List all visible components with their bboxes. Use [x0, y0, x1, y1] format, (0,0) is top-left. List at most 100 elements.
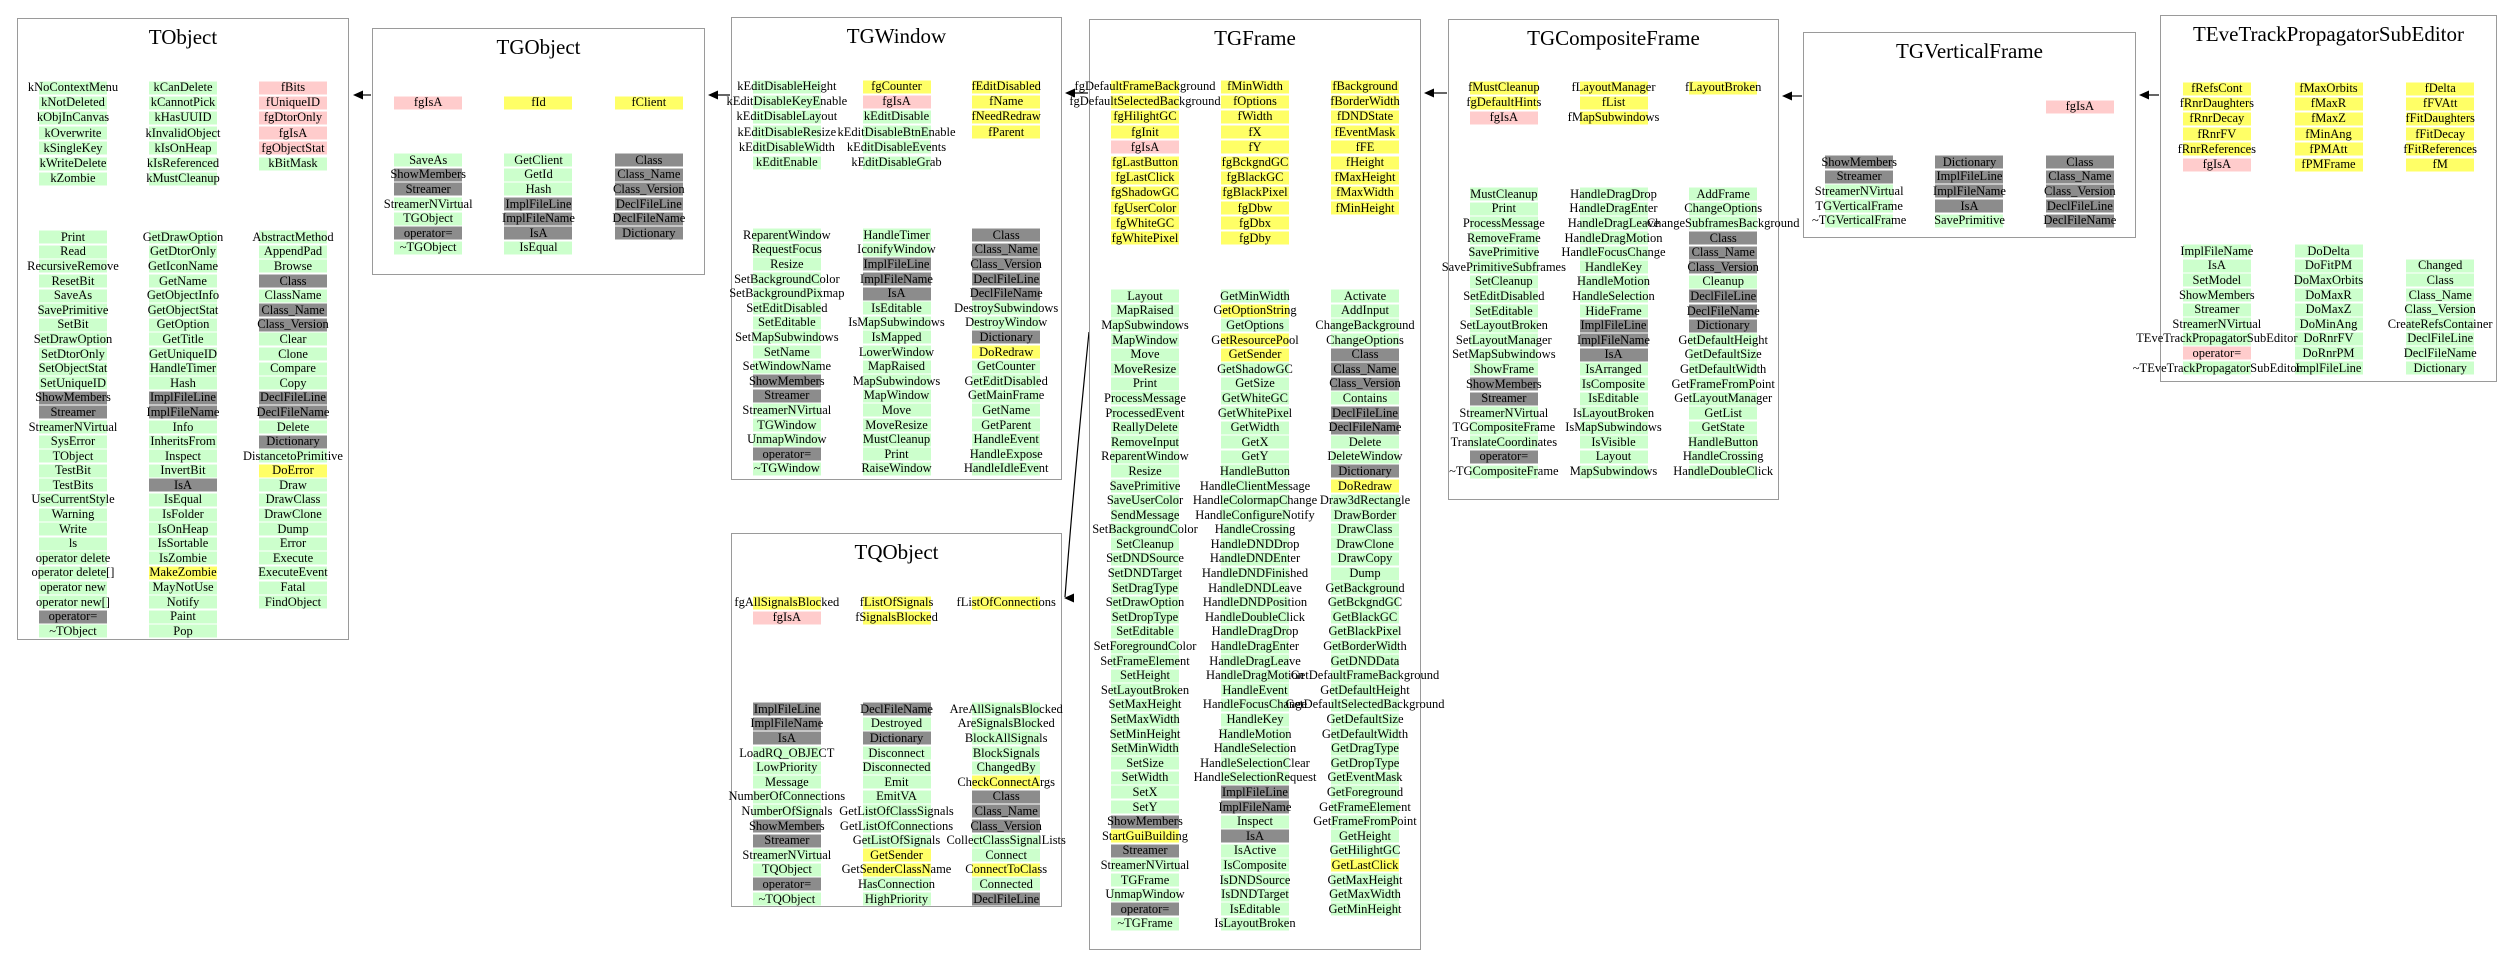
member-method[interactable]: SetDropType [1090, 610, 1200, 625]
member-method[interactable]: EmitVA [842, 790, 952, 805]
member-method[interactable]: SetBackgroundColor [1090, 523, 1200, 538]
member-method[interactable]: ShowMembers [732, 374, 842, 389]
member-method[interactable]: DoDelta [2273, 244, 2385, 259]
member-field[interactable]: kEditDisableBtnEnable [838, 125, 956, 140]
member-field[interactable]: fFitReferences [2384, 142, 2496, 157]
member-method[interactable]: SetDrawOption [1090, 595, 1200, 610]
member-method[interactable]: Class_Version [2384, 302, 2496, 317]
member-method[interactable]: operator new [18, 580, 128, 595]
member-method[interactable]: operator= [1449, 450, 1559, 465]
member-method[interactable]: Class_Name [1310, 362, 1420, 377]
member-method[interactable]: DeclFileLine [1668, 289, 1778, 304]
member-method[interactable]: ShowMembers [1804, 155, 1914, 170]
member-method[interactable]: GetBorderWidth [1310, 639, 1420, 654]
member-method[interactable]: MapSubwindows [842, 374, 952, 389]
member-method[interactable]: SetEditDisabled [1449, 289, 1559, 304]
member-method[interactable]: Streamer [373, 182, 483, 197]
member-field[interactable]: kOverwrite [18, 126, 128, 141]
member-method[interactable]: SetDrawOption [18, 332, 128, 347]
member-method[interactable]: CreateRefsContainer [2384, 317, 2496, 332]
member-method[interactable]: RaiseWindow [842, 462, 952, 477]
member-method[interactable]: MustCleanup [1449, 187, 1559, 202]
member-method[interactable]: Dictionary [238, 434, 348, 449]
member-method[interactable]: Pop [128, 624, 238, 639]
member-method[interactable]: ImplFileName [732, 717, 842, 732]
member-method[interactable]: AreAllSignalsBlocked [950, 702, 1063, 717]
member-method[interactable]: LowerWindow [842, 345, 952, 360]
member-method[interactable]: DeclFileName [594, 211, 704, 226]
member-method[interactable]: SetObjectStat [18, 361, 128, 376]
member-method[interactable]: DeclFileLine [951, 272, 1061, 287]
member-method[interactable]: Print [1449, 202, 1559, 217]
member-method[interactable]: GetDtorOnly [128, 245, 238, 260]
member-method[interactable]: GetName [128, 274, 238, 289]
member-method[interactable]: Class_Version [2025, 184, 2135, 199]
member-field[interactable]: kZombie [18, 171, 128, 186]
member-method[interactable]: GetDragType [1310, 741, 1420, 756]
member-method[interactable]: Print [18, 230, 128, 245]
member-method[interactable]: ~TGWindow [732, 462, 842, 477]
member-method[interactable]: NumberOfConnections [729, 790, 845, 805]
member-method[interactable]: GetY [1200, 450, 1310, 465]
member-method[interactable]: IsMapSubwindows [842, 316, 952, 331]
member-method[interactable]: DeclFileLine [2025, 199, 2135, 214]
member-method[interactable]: ~TGCompositeFrame [1449, 464, 1559, 479]
member-method[interactable]: Delete [1310, 435, 1420, 450]
class-title[interactable]: TEveTrackPropagatorSubEditor [2192, 22, 2464, 46]
member-method[interactable]: Draw [238, 478, 348, 493]
member-method[interactable]: DeclFileName [951, 286, 1061, 301]
member-method[interactable]: SetMinWidth [1090, 741, 1200, 756]
member-method[interactable]: Write [18, 522, 128, 537]
member-method[interactable]: GetListOfClassSignals [839, 804, 954, 819]
member-method[interactable]: TQObject [732, 863, 842, 878]
member-field[interactable]: fDelta [2384, 81, 2496, 96]
member-method[interactable]: ImplFileName [1914, 184, 2024, 199]
member-method[interactable]: ChangeSubframesBackground [1647, 216, 1800, 231]
member-method[interactable]: StreamerNVirtual [1449, 406, 1559, 421]
member-method[interactable]: SendMessage [1090, 508, 1200, 523]
member-method[interactable]: ProcessedEvent [1090, 406, 1200, 421]
member-field[interactable]: fgIsA [842, 94, 952, 109]
member-method[interactable]: IsDNDSource [1200, 873, 1310, 888]
member-field[interactable]: fPMFrame [2273, 157, 2385, 172]
member-field[interactable]: fRnrReferences [2161, 142, 2273, 157]
member-method[interactable]: DeclFileLine [594, 197, 704, 212]
member-method[interactable]: BlockSignals [951, 746, 1061, 761]
member-method[interactable]: DoMinAng [2273, 317, 2385, 332]
member-method[interactable]: GetBackground [1310, 581, 1420, 596]
member-method[interactable]: SavePrimitiveSubframes [1442, 260, 1566, 275]
member-method[interactable]: GetMinHeight [1310, 902, 1420, 917]
member-method[interactable]: DrawClass [1310, 523, 1420, 538]
member-method[interactable]: IsA [128, 478, 238, 493]
member-method[interactable]: ReparentWindow [1090, 450, 1200, 465]
member-method[interactable]: Browse [238, 259, 348, 274]
member-method[interactable]: IsLayoutBroken [1200, 917, 1310, 932]
member-method[interactable]: MapSubwindows [1559, 464, 1669, 479]
member-method[interactable]: GetBlackPixel [1310, 625, 1420, 640]
member-method[interactable]: GetMaxWidth [1310, 887, 1420, 902]
member-method[interactable]: HandleTimer [128, 361, 238, 376]
member-field[interactable]: kSingleKey [18, 141, 128, 156]
member-method[interactable]: Class_Version [1310, 377, 1420, 392]
member-method[interactable]: HandleButton [1200, 464, 1310, 479]
member-method[interactable]: Cleanup [1668, 275, 1778, 290]
member-method[interactable]: HandleFocusChange [1559, 245, 1669, 260]
member-field[interactable]: fLayoutManager [1559, 80, 1669, 95]
member-method[interactable]: IsDNDTarget [1200, 887, 1310, 902]
member-field[interactable]: fUniqueID [238, 95, 348, 110]
member-method[interactable]: Resize [732, 257, 842, 272]
member-method[interactable]: DeclFileLine [951, 892, 1061, 907]
member-field[interactable]: fHeight [1310, 155, 1420, 170]
member-method[interactable]: GetHeight [1310, 829, 1420, 844]
member-method[interactable]: SetMapSubwindows [1449, 348, 1559, 363]
member-method[interactable]: DeclFileName [238, 405, 348, 420]
member-field[interactable]: fBackground [1310, 79, 1420, 94]
member-method[interactable]: Hash [128, 376, 238, 391]
member-method[interactable]: ImplFileName [842, 272, 952, 287]
member-method[interactable]: GetSenderClassName [842, 863, 951, 878]
member-method[interactable]: MapRaised [842, 359, 952, 374]
member-method[interactable]: GetForeground [1310, 785, 1420, 800]
member-method[interactable]: Disconnect [842, 746, 952, 761]
member-method[interactable]: Dictionary [2384, 361, 2496, 376]
member-method[interactable]: GetFrameElement [1310, 800, 1420, 815]
